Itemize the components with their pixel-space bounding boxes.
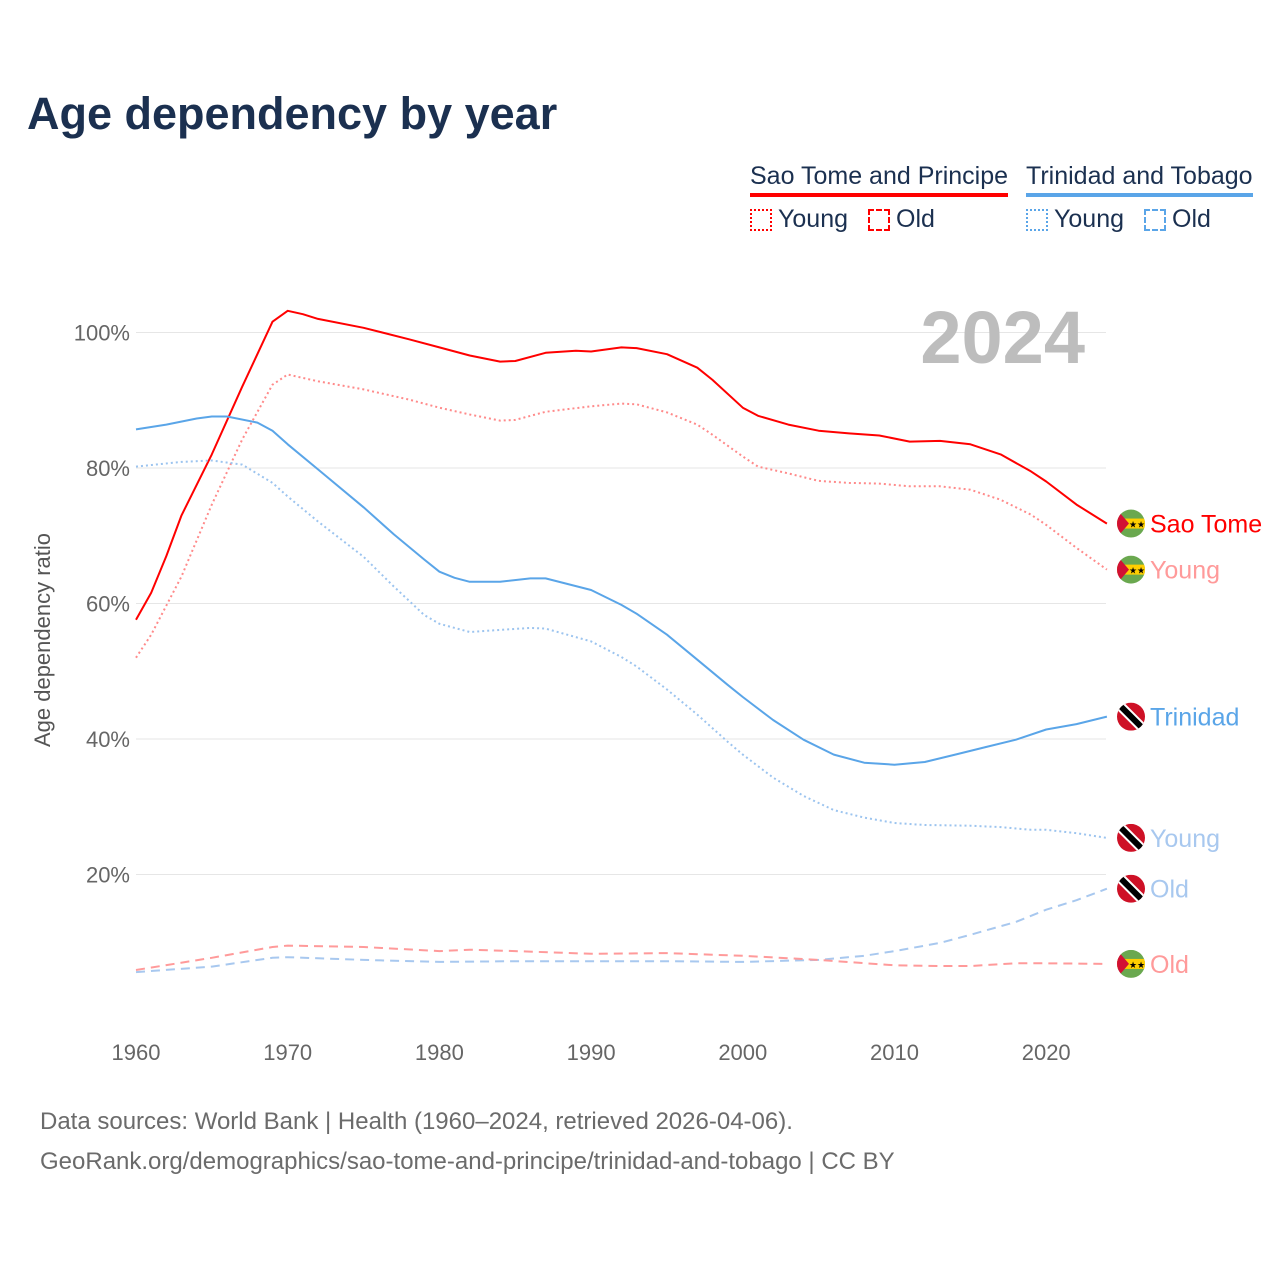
y-tick-label: 100% [74, 321, 130, 346]
footer-sources: Data sources: World Bank | Health (1960–… [40, 1108, 793, 1135]
sao-tome-flag-icon: ★★ [1117, 949, 1145, 978]
x-tick-label: 1970 [263, 1040, 312, 1065]
legend-item-young[interactable]: Young [1026, 205, 1124, 234]
legend-sao-tome[interactable]: Sao Tome and Principe Young Old [750, 162, 1009, 234]
legend-trinidad[interactable]: Trinidad and Tobago Young Old [1026, 162, 1253, 234]
legend-label: Young [778, 205, 848, 233]
series-line [135, 944, 1107, 971]
dotted-swatch-icon [1026, 208, 1048, 231]
trinidad-flag-icon [1117, 874, 1145, 903]
x-tick-label: 1960 [112, 1040, 161, 1065]
svg-text:★★: ★★ [1129, 566, 1145, 576]
sao-tome-flag-icon: ★★ [1117, 555, 1145, 584]
y-tick-label: 40% [86, 727, 130, 752]
legend-label: Old [1172, 205, 1211, 233]
series-end-label: Old [1150, 876, 1189, 904]
y-axis-label: Age dependency ratio [30, 533, 55, 747]
legend-label: Old [896, 205, 935, 233]
dashed-swatch-icon [868, 208, 890, 231]
legend-item-old[interactable]: Old [868, 205, 935, 234]
series-line [135, 309, 1108, 621]
x-tick-label: 2010 [870, 1040, 919, 1065]
series-end-label: Old [1150, 951, 1189, 979]
series-line [135, 373, 1108, 659]
series-line [135, 459, 1108, 839]
legend-group-title: Trinidad and Tobago [1026, 162, 1253, 197]
x-tick-label: 2020 [1022, 1040, 1071, 1065]
dashed-swatch-icon [1144, 208, 1166, 231]
series-end-label: Young [1150, 557, 1220, 585]
legend-item-old[interactable]: Old [1144, 205, 1211, 234]
series-line [135, 415, 1108, 766]
sao-tome-flag-icon: ★★ [1117, 509, 1145, 538]
x-tick-label: 1980 [415, 1040, 464, 1065]
svg-text:★★: ★★ [1129, 960, 1145, 970]
dotted-swatch-icon [750, 208, 772, 231]
y-tick-label: 60% [86, 592, 130, 617]
series-end-label: Sao Tome [1150, 511, 1262, 539]
x-tick-label: 2000 [718, 1040, 767, 1065]
series-line [135, 887, 1108, 974]
year-watermark: 2024 [920, 296, 1085, 379]
legend-group-title: Sao Tome and Principe [750, 162, 1009, 197]
trinidad-flag-icon [1117, 823, 1145, 852]
svg-text:★★: ★★ [1129, 520, 1145, 530]
footer-link[interactable]: GeoRank.org/demographics/sao-tome-and-pr… [40, 1148, 895, 1175]
series-end-label: Trinidad [1150, 704, 1239, 732]
y-tick-label: 80% [86, 456, 130, 481]
x-tick-label: 1990 [567, 1040, 616, 1065]
y-tick-label: 20% [86, 863, 130, 888]
legend-label: Young [1054, 205, 1124, 233]
series-end-label: Young [1150, 825, 1220, 853]
trinidad-flag-icon [1117, 702, 1145, 731]
chart-title: Age dependency by year [27, 88, 558, 139]
legend-item-young[interactable]: Young [750, 205, 848, 234]
